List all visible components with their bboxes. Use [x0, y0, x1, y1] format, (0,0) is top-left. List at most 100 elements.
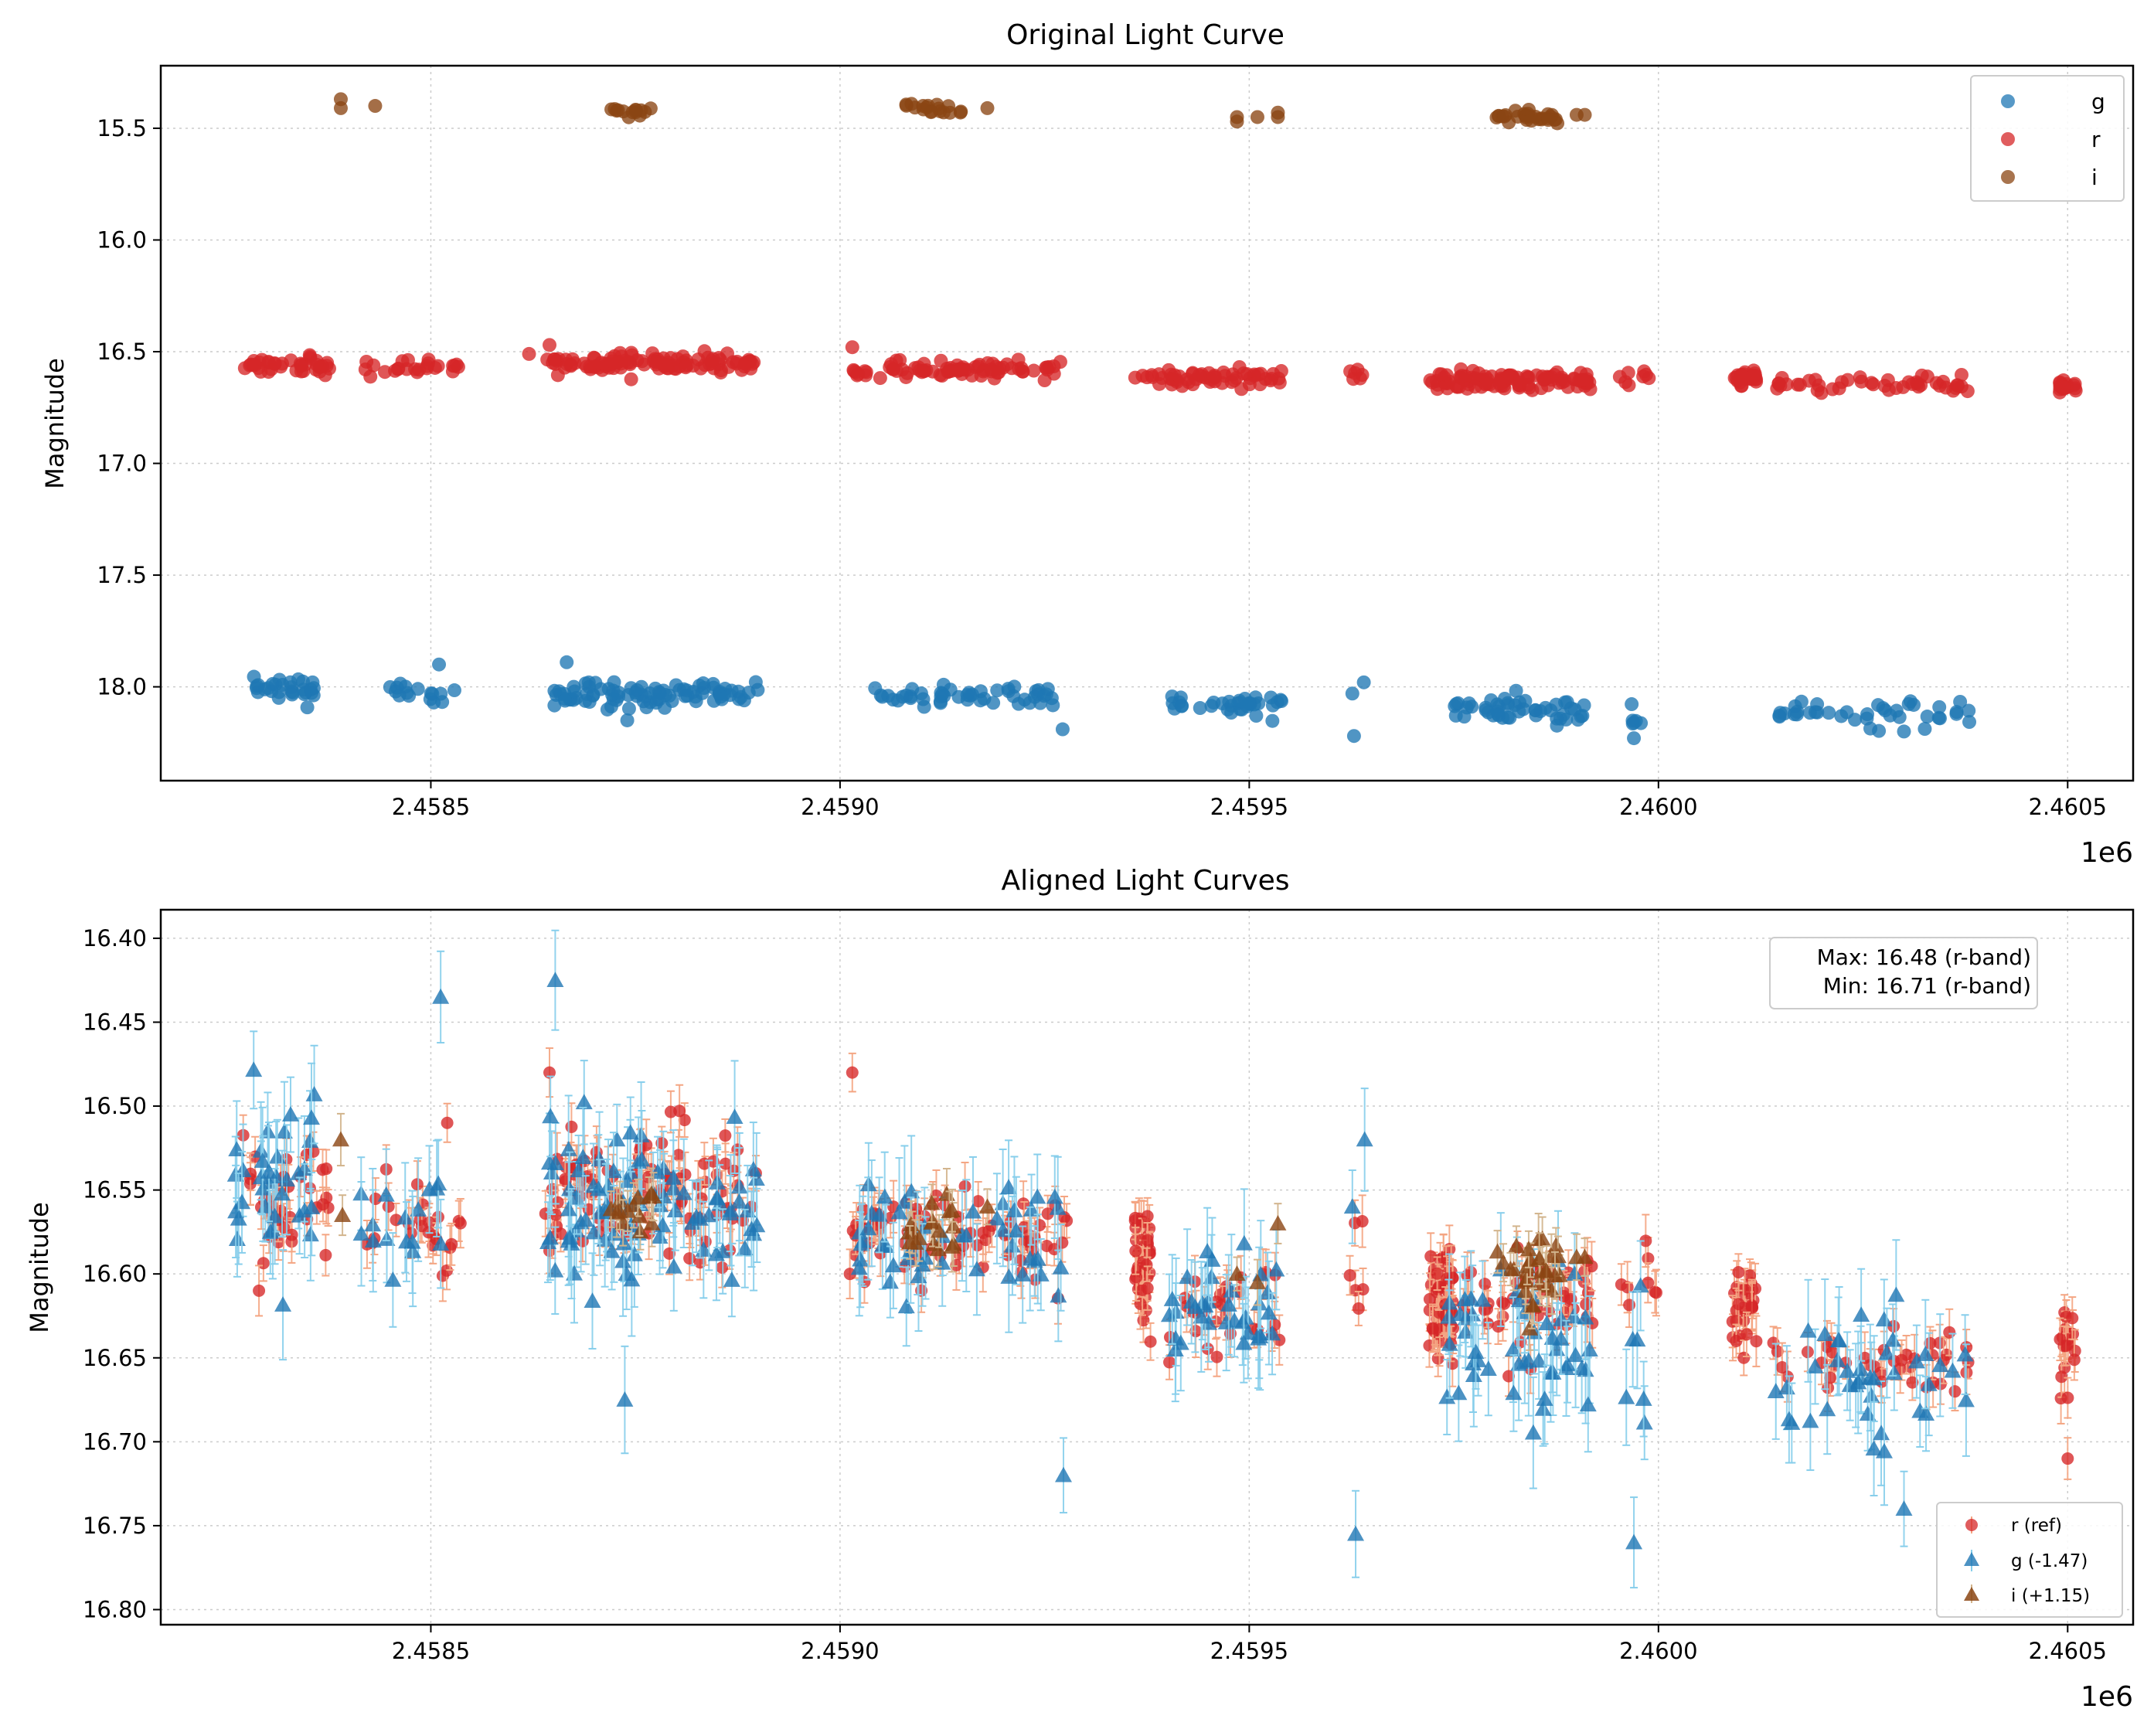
- data-point: [1464, 1305, 1482, 1322]
- x-tick-label: 2.4585: [392, 1638, 470, 1664]
- x-tick-label: 2.4595: [1210, 794, 1288, 820]
- data-point: [261, 356, 276, 370]
- x-tick-label: 2.4605: [2029, 1638, 2107, 1664]
- legend-entry-g-shifted: g (-1.47): [1964, 1550, 2088, 1571]
- data-point: [454, 1217, 467, 1230]
- data-point: [1841, 1377, 1859, 1392]
- data-point: [1538, 1262, 1556, 1278]
- y-tick-label: 16.60: [83, 1261, 147, 1287]
- data-point: [691, 1210, 709, 1226]
- data-point: [1460, 381, 1475, 396]
- data-point: [1432, 367, 1447, 382]
- y-tick-label: 16.40: [83, 925, 147, 951]
- data-point: [1864, 376, 1879, 390]
- data-point: [1931, 710, 1946, 725]
- annotation-box: [1769, 937, 2038, 1009]
- legend-marker-i: [2001, 170, 2015, 184]
- data-point: [744, 1161, 762, 1176]
- data-point: [1135, 369, 1150, 383]
- data-point: [1522, 102, 1536, 117]
- data-point: [546, 352, 561, 367]
- data-point: [260, 1163, 278, 1179]
- data-point: [1160, 1306, 1178, 1322]
- data-point: [1264, 1325, 1281, 1341]
- data-point: [1192, 368, 1206, 383]
- data-point: [1438, 1388, 1456, 1404]
- data-point: [1356, 675, 1371, 689]
- x-tick-label: 2.4595: [1210, 1638, 1288, 1664]
- top-ticks: 2.4585 2.4590 2.4595 2.4600 2.4605 15.5 16.0 16…: [97, 115, 2107, 820]
- data-point: [958, 1227, 975, 1243]
- data-point: [988, 1210, 1006, 1226]
- data-point: [1249, 709, 1264, 723]
- data-point: [306, 681, 321, 696]
- data-point: [384, 1271, 402, 1287]
- data-point: [432, 657, 447, 672]
- data-point: [721, 1205, 739, 1220]
- data-point: [441, 1116, 454, 1129]
- data-point: [332, 1131, 349, 1147]
- data-point: [1006, 1202, 1023, 1217]
- data-point: [2057, 380, 2071, 395]
- data-point: [1248, 1274, 1266, 1289]
- data-point: [850, 1259, 868, 1275]
- data-point: [1907, 1353, 1925, 1369]
- data-point: [1041, 1207, 1054, 1220]
- top-legend: g r i: [1970, 75, 2125, 202]
- data-point: [1730, 1335, 1743, 1348]
- data-point: [1230, 110, 1244, 124]
- data-point: [1579, 1396, 1597, 1412]
- data-point: [274, 1185, 291, 1201]
- data-point: [972, 1195, 985, 1208]
- data-point: [1505, 1384, 1523, 1401]
- data-point: [616, 1391, 634, 1407]
- data-point: [619, 1202, 637, 1218]
- data-point: [655, 1137, 669, 1150]
- data-point: [1479, 1360, 1497, 1376]
- data-point: [233, 1193, 251, 1210]
- data-point: [1207, 368, 1222, 383]
- data-point: [1772, 708, 1787, 723]
- data-point: [281, 1106, 299, 1122]
- data-point: [651, 1228, 669, 1244]
- data-point: [541, 1229, 559, 1245]
- data-point: [1618, 1388, 1635, 1404]
- data-point: [1623, 1299, 1636, 1312]
- data-point: [1524, 1424, 1542, 1440]
- data-point: [1050, 1287, 1067, 1303]
- x-tick-label: 2.4600: [1619, 1638, 1697, 1664]
- data-point: [1226, 367, 1240, 382]
- data-point: [447, 683, 461, 698]
- data-point: [859, 365, 873, 380]
- data-point: [1235, 1234, 1253, 1251]
- data-point: [683, 1252, 696, 1265]
- data-point: [2061, 1452, 2074, 1465]
- data-point: [748, 675, 763, 689]
- data-point: [578, 693, 593, 708]
- data-point: [1732, 1265, 1745, 1278]
- data-point: [594, 356, 608, 370]
- data-point: [621, 701, 636, 716]
- data-point: [1956, 1346, 1974, 1362]
- data-point: [890, 1203, 908, 1220]
- data-point: [1029, 1188, 1046, 1204]
- data-point: [931, 1222, 948, 1238]
- data-point: [1829, 1352, 1846, 1367]
- data-point: [1628, 1331, 1646, 1347]
- data-point: [1186, 1299, 1204, 1314]
- data-point: [709, 1190, 727, 1206]
- data-point: [1920, 710, 1935, 724]
- data-point: [714, 692, 729, 706]
- data-point: [432, 1235, 450, 1251]
- data-point: [1265, 713, 1280, 728]
- data-point: [445, 1237, 458, 1251]
- data-point: [1129, 1244, 1142, 1258]
- data-point: [432, 988, 450, 1004]
- data-point: [230, 1210, 247, 1226]
- top-chart-title: Original Light Curve: [1006, 19, 1285, 51]
- data-point: [1627, 715, 1642, 730]
- data-point: [843, 1268, 856, 1281]
- data-point: [1819, 1401, 1836, 1417]
- data-point: [1848, 713, 1862, 727]
- data-point: [1627, 731, 1642, 746]
